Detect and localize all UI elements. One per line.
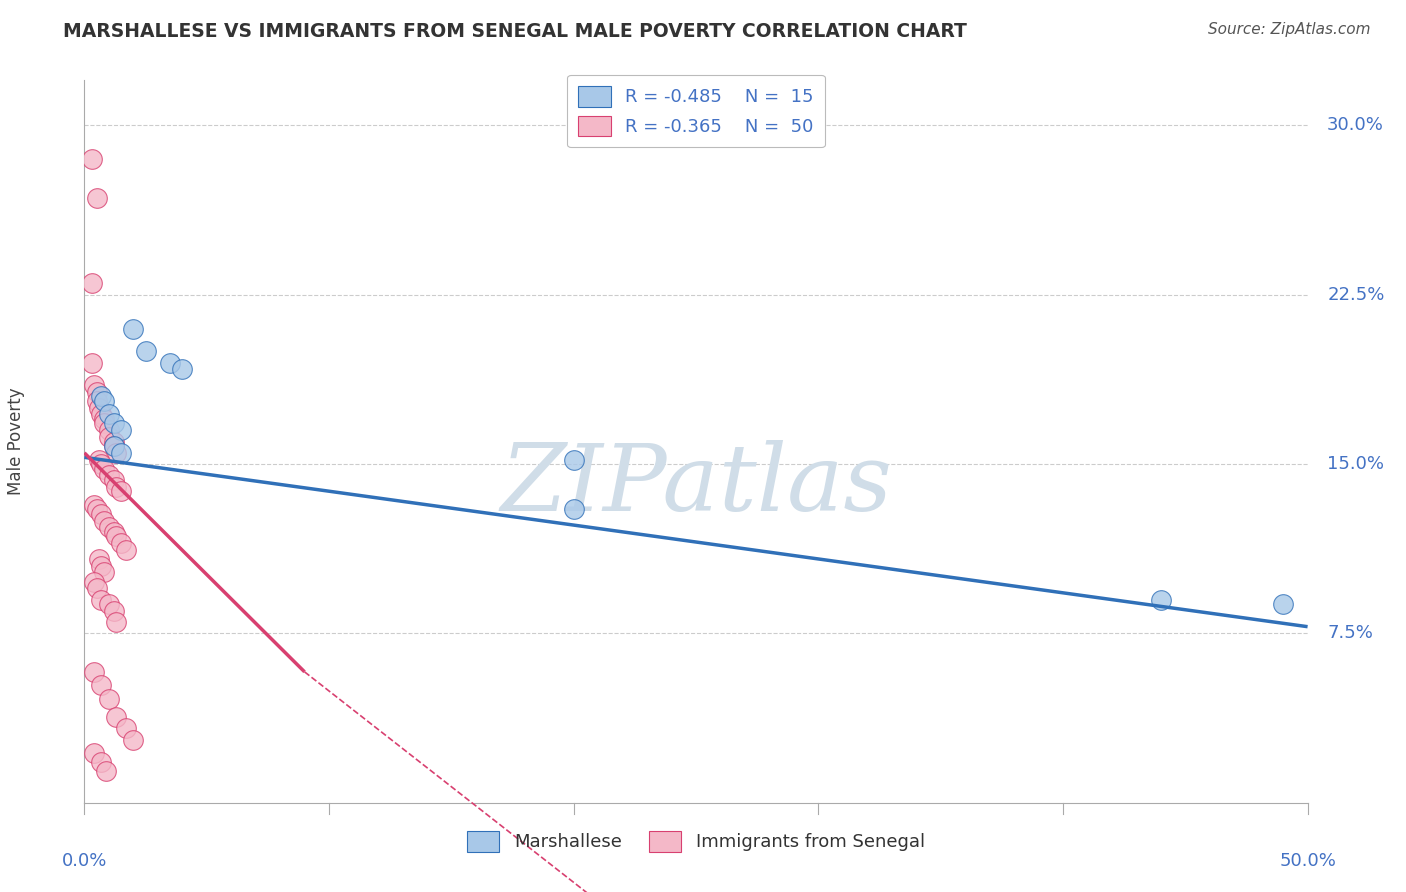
Point: [562, 502, 585, 516]
Point: [80, 153, 103, 167]
Point: [90, 408, 112, 422]
Point: [90, 592, 112, 607]
Point: [122, 321, 145, 335]
Point: [87, 452, 110, 467]
Point: [83, 665, 105, 679]
Point: [86, 191, 108, 205]
Point: [115, 721, 138, 735]
Point: [103, 439, 125, 453]
Point: [83, 746, 105, 760]
Point: [86, 393, 108, 408]
Point: [105, 710, 128, 724]
Point: [90, 389, 112, 403]
Point: [90, 507, 112, 521]
Point: [1272, 597, 1295, 611]
Point: [87, 401, 110, 415]
Point: [103, 524, 125, 539]
Point: [103, 604, 125, 618]
Text: 7.5%: 7.5%: [1327, 624, 1374, 642]
Text: Male Poverty: Male Poverty: [7, 388, 25, 495]
Point: [110, 484, 132, 499]
Point: [122, 732, 145, 747]
Point: [562, 452, 585, 467]
Point: [103, 439, 125, 453]
Point: [103, 473, 125, 487]
Point: [105, 615, 128, 630]
Point: [1150, 592, 1173, 607]
Point: [110, 446, 132, 460]
Point: [83, 574, 105, 589]
Point: [105, 446, 128, 460]
Point: [93, 461, 115, 475]
Text: Source: ZipAtlas.com: Source: ZipAtlas.com: [1208, 22, 1371, 37]
Point: [105, 480, 128, 494]
Point: [86, 502, 108, 516]
Text: 22.5%: 22.5%: [1327, 285, 1385, 304]
Point: [97, 423, 120, 437]
Point: [97, 520, 120, 534]
Point: [115, 542, 138, 557]
Text: ZIPatlas: ZIPatlas: [501, 440, 891, 530]
Point: [97, 692, 120, 706]
Point: [90, 457, 112, 471]
Point: [103, 434, 125, 449]
Point: [159, 355, 181, 369]
Point: [83, 378, 105, 392]
Point: [86, 582, 108, 596]
Point: [97, 468, 120, 483]
Legend: Marshallese, Immigrants from Senegal: Marshallese, Immigrants from Senegal: [460, 823, 932, 859]
Point: [87, 552, 110, 566]
Point: [172, 362, 194, 376]
Point: [93, 412, 115, 426]
Point: [90, 678, 112, 692]
Point: [135, 344, 157, 359]
Point: [103, 417, 125, 431]
Text: 0.0%: 0.0%: [62, 853, 107, 871]
Point: [83, 498, 105, 512]
Text: 50.0%: 50.0%: [1279, 853, 1336, 871]
Point: [80, 355, 103, 369]
Point: [90, 558, 112, 573]
Point: [93, 566, 115, 580]
Point: [86, 384, 108, 399]
Text: 30.0%: 30.0%: [1327, 117, 1384, 135]
Point: [93, 417, 115, 431]
Point: [80, 277, 103, 291]
Point: [96, 764, 118, 779]
Point: [110, 536, 132, 550]
Point: [110, 423, 132, 437]
Point: [93, 393, 115, 408]
Point: [105, 529, 128, 543]
Text: MARSHALLESE VS IMMIGRANTS FROM SENEGAL MALE POVERTY CORRELATION CHART: MARSHALLESE VS IMMIGRANTS FROM SENEGAL M…: [63, 22, 967, 41]
Point: [97, 597, 120, 611]
Text: 15.0%: 15.0%: [1327, 455, 1384, 473]
Point: [97, 408, 120, 422]
Point: [97, 430, 120, 444]
Point: [90, 755, 112, 769]
Point: [93, 514, 115, 528]
